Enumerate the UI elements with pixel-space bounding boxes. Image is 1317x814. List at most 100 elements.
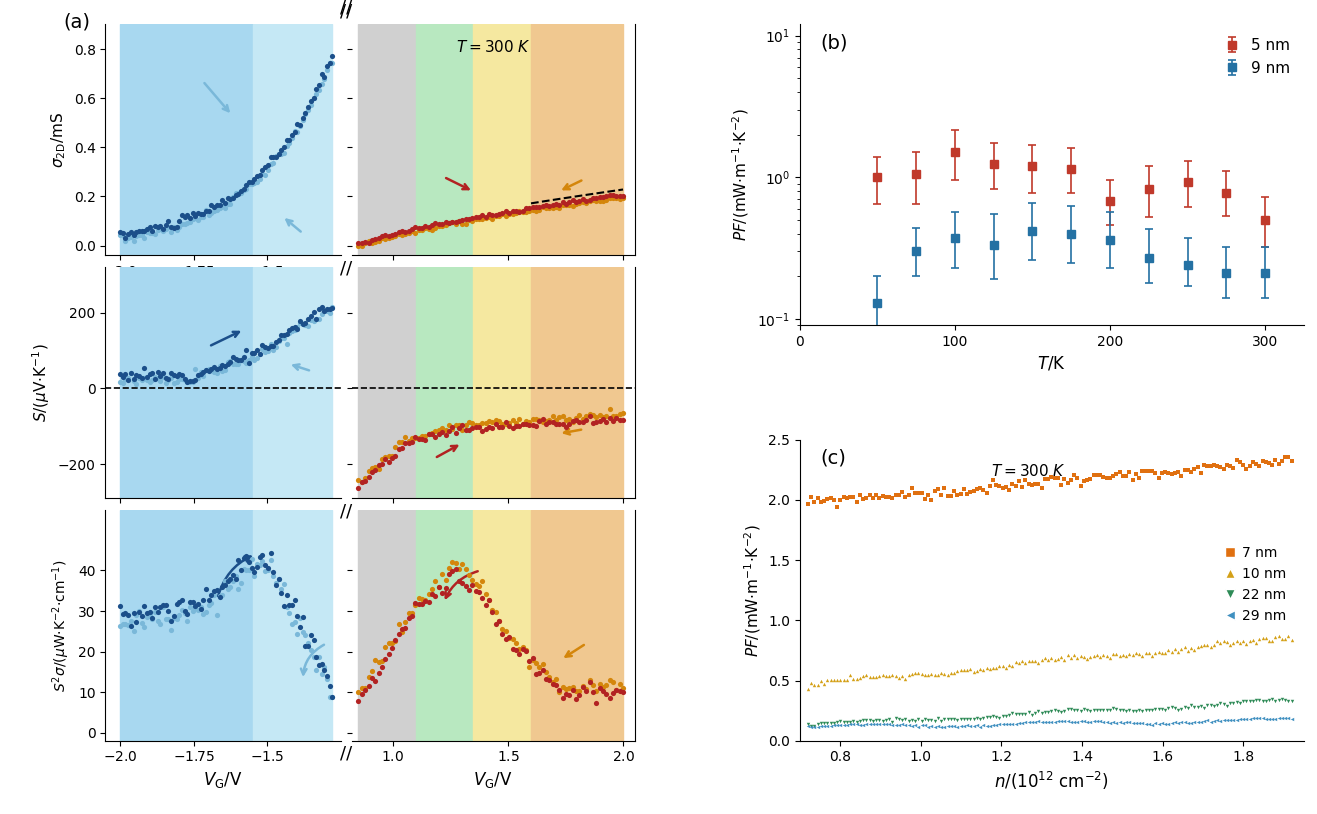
Point bbox=[1264, 712, 1285, 725]
Point bbox=[284, 125, 306, 138]
Point bbox=[1264, 694, 1285, 707]
Point bbox=[166, 370, 187, 383]
Point bbox=[209, 589, 230, 602]
Point bbox=[230, 564, 252, 577]
Point bbox=[840, 718, 861, 731]
Point bbox=[408, 223, 429, 236]
Point bbox=[122, 234, 144, 247]
Point bbox=[515, 205, 536, 218]
Point bbox=[303, 92, 324, 105]
Point bbox=[1277, 712, 1299, 725]
Point bbox=[589, 190, 610, 204]
Point bbox=[1073, 702, 1094, 716]
Point bbox=[155, 372, 176, 385]
Point bbox=[215, 359, 236, 372]
Point bbox=[371, 457, 392, 470]
Point bbox=[153, 370, 174, 383]
Point bbox=[1113, 716, 1134, 729]
Point bbox=[545, 673, 566, 686]
Point bbox=[257, 561, 278, 574]
Point bbox=[1131, 465, 1152, 478]
Point bbox=[441, 423, 462, 436]
Point bbox=[456, 217, 477, 230]
Point bbox=[817, 719, 838, 732]
Point bbox=[1275, 694, 1296, 707]
Point bbox=[371, 230, 392, 243]
Point bbox=[475, 211, 497, 224]
Point bbox=[576, 413, 597, 426]
Point bbox=[1122, 473, 1143, 486]
Point bbox=[187, 597, 208, 610]
Point bbox=[1022, 479, 1043, 492]
Point bbox=[215, 196, 236, 209]
Point bbox=[489, 415, 510, 428]
Point bbox=[610, 407, 631, 420]
Point bbox=[1148, 702, 1169, 715]
Point bbox=[562, 199, 583, 212]
Point bbox=[582, 409, 603, 422]
Point bbox=[1168, 703, 1189, 716]
Point bbox=[148, 614, 169, 627]
Point bbox=[989, 659, 1010, 672]
Point bbox=[153, 366, 174, 379]
Point bbox=[489, 421, 510, 434]
Point bbox=[132, 225, 153, 238]
Point bbox=[284, 321, 306, 334]
Point bbox=[834, 673, 855, 686]
Point bbox=[506, 204, 527, 217]
Point bbox=[556, 420, 577, 433]
Point bbox=[976, 711, 997, 724]
Point bbox=[528, 414, 549, 427]
Point bbox=[306, 88, 327, 101]
Point bbox=[1217, 636, 1238, 649]
Point bbox=[1122, 716, 1143, 729]
Point bbox=[1210, 714, 1231, 727]
Point bbox=[482, 212, 503, 225]
Point bbox=[1226, 453, 1247, 466]
Point bbox=[830, 673, 851, 686]
Point bbox=[565, 693, 586, 706]
Point bbox=[1060, 716, 1081, 729]
Point bbox=[1151, 466, 1172, 479]
Point bbox=[921, 720, 942, 733]
Point bbox=[827, 501, 848, 514]
Point bbox=[163, 610, 184, 623]
Point bbox=[1235, 637, 1256, 650]
Point bbox=[432, 426, 453, 439]
Point bbox=[863, 715, 884, 728]
Point bbox=[469, 585, 490, 598]
Point bbox=[579, 195, 601, 208]
Legend: 7 nm, 10 nm, 22 nm, 29 nm: 7 nm, 10 nm, 22 nm, 29 nm bbox=[1217, 540, 1292, 628]
Point bbox=[1233, 634, 1254, 647]
Point bbox=[199, 364, 220, 377]
Point bbox=[1222, 697, 1243, 710]
Point bbox=[1109, 649, 1130, 662]
Point bbox=[398, 611, 419, 624]
Point bbox=[1034, 705, 1055, 718]
Point bbox=[408, 597, 429, 610]
Point bbox=[308, 650, 329, 663]
Point bbox=[489, 207, 510, 220]
Point bbox=[582, 685, 603, 698]
Point bbox=[576, 195, 597, 208]
Point bbox=[150, 222, 171, 235]
Point bbox=[298, 313, 319, 326]
Point bbox=[905, 719, 926, 732]
Point bbox=[176, 375, 198, 388]
Point bbox=[225, 572, 246, 585]
Point bbox=[435, 219, 456, 232]
Point bbox=[599, 412, 620, 425]
Point bbox=[169, 373, 190, 386]
Point bbox=[122, 374, 144, 387]
Point bbox=[404, 430, 425, 443]
Point bbox=[810, 716, 831, 729]
Point bbox=[1200, 716, 1221, 729]
Point bbox=[266, 340, 287, 353]
Point bbox=[817, 716, 838, 729]
Point bbox=[262, 151, 283, 164]
Point bbox=[187, 369, 208, 382]
Point bbox=[593, 681, 614, 694]
Point bbox=[311, 308, 332, 321]
Point bbox=[382, 230, 403, 243]
Point bbox=[1229, 697, 1250, 710]
